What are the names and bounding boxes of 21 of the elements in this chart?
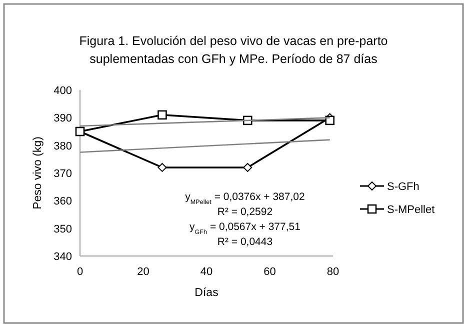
legend-label: S-GFh	[387, 181, 420, 193]
x-tick-label: 80	[326, 266, 340, 278]
annotation: y$_{MPellet}$ = 0,0376x + 387,02	[185, 191, 305, 206]
y-tick-label: 380	[54, 140, 72, 152]
x-tick-label: 60	[264, 266, 276, 278]
y-tick-label: 350	[54, 223, 72, 236]
annotation: R² = 0,0443	[217, 236, 273, 248]
y-tick-label: 400	[54, 85, 72, 97]
x-tick-label: 0	[76, 266, 84, 278]
y-tick-label: 370	[54, 168, 72, 180]
chart-title: Figura 1. Evolución del peso vivo de vacas en pre-parto suplementadas con GFh y MPe. Período de 87 días	[79, 34, 388, 66]
y-tick-label: 340	[54, 251, 72, 263]
y-tick-label: 390	[54, 112, 72, 125]
y-tick-label: 360	[54, 196, 72, 208]
x-tick-label: 40	[200, 266, 213, 278]
annotation: R² = 0,2592	[217, 206, 273, 218]
legend-label: S-MPellet	[387, 204, 435, 216]
x-tick-label: 20	[137, 266, 150, 278]
y-axis-title: Peso vivo (kg)	[32, 136, 44, 210]
annotation: y$_{GFh}$ = 0,0567x + 377,51	[190, 221, 301, 236]
x-axis-title: Días	[194, 287, 219, 299]
